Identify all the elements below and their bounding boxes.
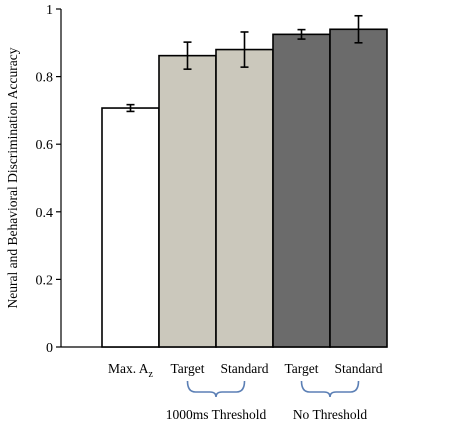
bar [272, 33, 331, 348]
x-category-label: Standard [335, 361, 383, 376]
bar [329, 28, 388, 348]
group-bracket [300, 380, 360, 398]
group-label: No Threshold [293, 407, 368, 422]
x-category-label: Target [284, 361, 318, 376]
bar [158, 54, 217, 348]
x-category-label: Target [170, 361, 204, 376]
x-category-subscript: z [149, 369, 154, 380]
bar [101, 107, 160, 348]
plot-area: 0 0.2 0.4 0.6 0.8 1 Neural and Behavioral Disc… [5, 3, 388, 422]
group-bracket [186, 380, 246, 398]
y-tick-label: 1 [46, 3, 53, 18]
bar [215, 48, 274, 348]
x-category-label: Standard [221, 361, 269, 376]
y-axis-title: Neural and Behavioral Discrimination Acc… [5, 47, 20, 308]
y-tick-label: 0.4 [36, 206, 54, 221]
y-tick-label: 0.8 [36, 71, 54, 86]
x-category-label: Max. Az [108, 361, 154, 380]
y-tick-label: 0.2 [36, 273, 54, 288]
group-label: 1000ms Threshold [166, 407, 267, 422]
y-tick-label: 0 [46, 341, 53, 356]
y-tick-label: 0.6 [36, 138, 54, 153]
